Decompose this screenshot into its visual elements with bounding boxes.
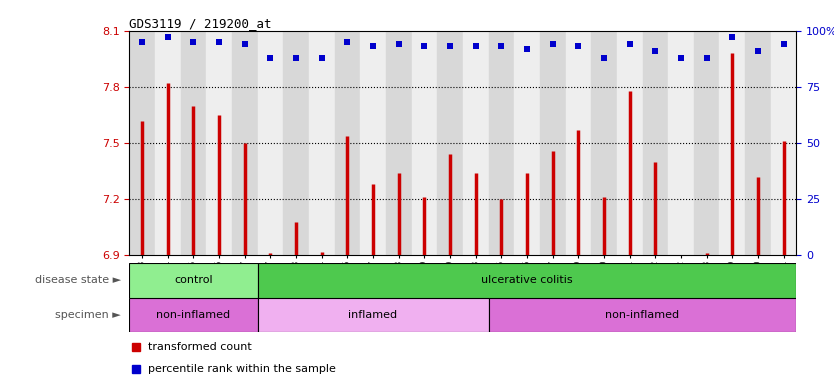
Text: non-inflamed: non-inflamed bbox=[605, 310, 680, 320]
Point bbox=[777, 41, 791, 47]
Bar bbox=[232, 31, 258, 255]
Point bbox=[726, 35, 739, 41]
Bar bbox=[258, 263, 796, 298]
Point bbox=[520, 46, 534, 52]
Point bbox=[623, 41, 636, 47]
Point bbox=[264, 55, 277, 61]
Bar bbox=[668, 31, 694, 255]
Text: non-inflamed: non-inflamed bbox=[156, 310, 230, 320]
Bar bbox=[489, 298, 796, 332]
Bar bbox=[309, 31, 334, 255]
Text: control: control bbox=[174, 275, 213, 285]
Point bbox=[187, 39, 200, 45]
Bar bbox=[591, 31, 617, 255]
Point bbox=[571, 43, 585, 50]
Bar bbox=[129, 298, 258, 332]
Text: ulcerative colitis: ulcerative colitis bbox=[481, 275, 573, 285]
Text: percentile rank within the sample: percentile rank within the sample bbox=[148, 364, 336, 374]
Bar bbox=[617, 31, 642, 255]
Text: transformed count: transformed count bbox=[148, 342, 252, 352]
Point bbox=[161, 35, 174, 41]
Bar bbox=[334, 31, 360, 255]
Point bbox=[289, 55, 303, 61]
Bar bbox=[411, 31, 437, 255]
Bar bbox=[258, 31, 284, 255]
Point bbox=[597, 55, 610, 61]
Point bbox=[238, 41, 251, 47]
Text: disease state ►: disease state ► bbox=[35, 275, 121, 285]
Text: GDS3119 / 219200_at: GDS3119 / 219200_at bbox=[129, 17, 272, 30]
Point bbox=[495, 43, 508, 50]
Bar bbox=[540, 31, 565, 255]
Bar bbox=[155, 31, 181, 255]
Bar bbox=[129, 263, 258, 298]
Bar bbox=[181, 31, 206, 255]
Point bbox=[546, 41, 560, 47]
Bar bbox=[463, 31, 489, 255]
Point bbox=[315, 55, 329, 61]
Point bbox=[392, 41, 405, 47]
Bar bbox=[720, 31, 745, 255]
Bar bbox=[515, 31, 540, 255]
Bar bbox=[642, 31, 668, 255]
Bar bbox=[565, 31, 591, 255]
Bar bbox=[206, 31, 232, 255]
Point bbox=[366, 43, 379, 50]
Bar bbox=[129, 31, 155, 255]
Point bbox=[675, 55, 688, 61]
Point bbox=[418, 43, 431, 50]
Bar bbox=[489, 31, 515, 255]
Point bbox=[751, 48, 765, 54]
Bar bbox=[771, 31, 796, 255]
Bar bbox=[745, 31, 771, 255]
Point bbox=[213, 39, 226, 45]
Point bbox=[700, 55, 713, 61]
Bar bbox=[694, 31, 720, 255]
Point bbox=[649, 48, 662, 54]
Point bbox=[469, 43, 482, 50]
Bar bbox=[284, 31, 309, 255]
Point bbox=[135, 39, 148, 45]
Point bbox=[444, 43, 457, 50]
Bar bbox=[258, 298, 489, 332]
Point bbox=[341, 39, 354, 45]
Bar bbox=[386, 31, 411, 255]
Bar bbox=[437, 31, 463, 255]
Text: specimen ►: specimen ► bbox=[55, 310, 121, 320]
Text: inflamed: inflamed bbox=[349, 310, 398, 320]
Bar bbox=[360, 31, 386, 255]
